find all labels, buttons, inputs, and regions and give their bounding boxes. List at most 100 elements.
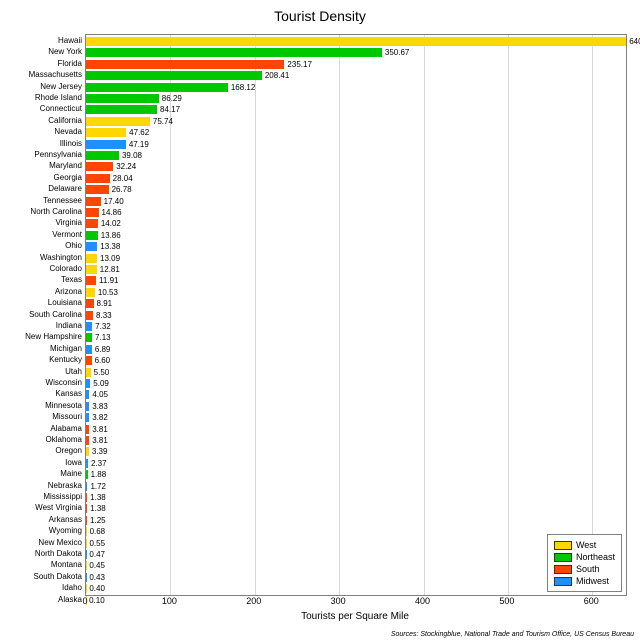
bar-value-label: 6.60 [95,356,111,365]
bar-tennessee [86,197,101,206]
y-axis-label: New Mexico [2,538,82,547]
bar-michigan [86,345,92,354]
y-axis-label: New York [2,47,82,56]
chart-container: Tourist Density 640.25350.67235.17208.41… [0,0,640,640]
bar-new-hampshire [86,333,92,342]
bar-mississippi [86,493,87,502]
bar-north-carolina [86,208,99,217]
legend-item-midwest: Midwest [554,575,615,587]
y-axis-label: Rhode Island [2,93,82,102]
y-axis-label: Florida [2,59,82,68]
y-axis-label: Nebraska [2,481,82,490]
bar-value-label: 39.08 [122,151,142,160]
bar-value-label: 3.81 [92,425,108,434]
bar-value-label: 640.25 [629,37,640,46]
y-axis-label: Hawaii [2,36,82,45]
legend-label: West [576,540,596,550]
y-axis-label: West Virginia [2,503,82,512]
legend: WestNortheastSouthMidwest [547,534,622,592]
y-axis-label: Alabama [2,424,82,433]
bar-value-label: 208.41 [265,71,289,80]
bar-value-label: 47.62 [129,128,149,137]
bar-washington [86,254,97,263]
bar-louisiana [86,299,94,308]
bar-rhode-island [86,94,159,103]
bar-value-label: 75.74 [153,117,173,126]
bar-oklahoma [86,436,89,445]
bar-new-york [86,48,382,57]
bar-value-label: 47.19 [129,140,149,149]
x-tick-label: 200 [246,596,261,606]
sources-text: Sources: Stockingblue, National Trade an… [391,631,634,638]
y-axis-label: North Carolina [2,207,82,216]
bar-value-label: 1.38 [90,504,106,513]
bar-nebraska [86,482,87,491]
bar-value-label: 0.55 [89,539,105,548]
bar-texas [86,276,96,285]
y-axis-label: Texas [2,275,82,284]
legend-swatch [554,553,572,562]
bar-maine [86,470,88,479]
bar-value-label: 235.17 [287,60,311,69]
bar-minnesota [86,402,89,411]
bar-south-carolina [86,311,93,320]
x-tick-label: 400 [415,596,430,606]
y-axis-label: Washington [2,253,82,262]
y-axis-label: Louisiana [2,298,82,307]
gridline [592,35,593,595]
y-axis-label: Mississippi [2,492,82,501]
bar-oregon [86,447,89,456]
y-axis-label: Colorado [2,264,82,273]
y-axis-label: North Dakota [2,549,82,558]
x-tick-label: 600 [584,596,599,606]
y-axis-label: Virginia [2,218,82,227]
bar-west-virginia [86,504,87,513]
bar-iowa [86,459,88,468]
bar-value-label: 3.83 [92,402,108,411]
bar-value-label: 10.53 [98,288,118,297]
bar-kentucky [86,356,92,365]
bar-florida [86,60,284,69]
legend-item-northeast: Northeast [554,551,615,563]
bar-delaware [86,185,109,194]
y-axis-label: New Jersey [2,82,82,91]
bar-value-label: 3.39 [92,447,108,456]
bar-value-label: 84.17 [160,105,180,114]
bar-value-label: 17.40 [104,197,124,206]
bar-illinois [86,140,126,149]
bar-california [86,117,150,126]
bar-value-label: 0.43 [89,573,105,582]
legend-item-south: South [554,563,615,575]
bar-kansas [86,390,89,399]
y-axis-label: California [2,116,82,125]
bar-value-label: 4.05 [92,390,108,399]
bar-value-label: 2.37 [91,459,107,468]
bar-wisconsin [86,379,90,388]
bar-value-label: 1.25 [90,516,106,525]
gridline [508,35,509,595]
bar-value-label: 350.67 [385,48,409,57]
y-axis-label: New Hampshire [2,332,82,341]
bar-value-label: 8.91 [97,299,113,308]
bar-wyoming [86,527,87,536]
bar-value-label: 1.72 [90,482,106,491]
bar-value-label: 14.02 [101,219,121,228]
y-axis-label: Oregon [2,446,82,455]
y-axis-label: Minnesota [2,401,82,410]
bar-value-label: 5.50 [94,368,110,377]
bar-new-jersey [86,83,228,92]
y-axis-label: Michigan [2,344,82,353]
bar-value-label: 0.40 [89,584,105,593]
bar-value-label: 8.33 [96,311,112,320]
y-axis-label: Iowa [2,458,82,467]
y-axis-label: Ohio [2,241,82,250]
y-axis-label: South Dakota [2,572,82,581]
y-axis-label: Wyoming [2,526,82,535]
bar-massachusetts [86,71,262,80]
bar-nevada [86,128,126,137]
legend-swatch [554,577,572,586]
bar-ohio [86,242,97,251]
bar-value-label: 86.29 [162,94,182,103]
bar-value-label: 13.86 [101,231,121,240]
bar-value-label: 1.38 [90,493,106,502]
